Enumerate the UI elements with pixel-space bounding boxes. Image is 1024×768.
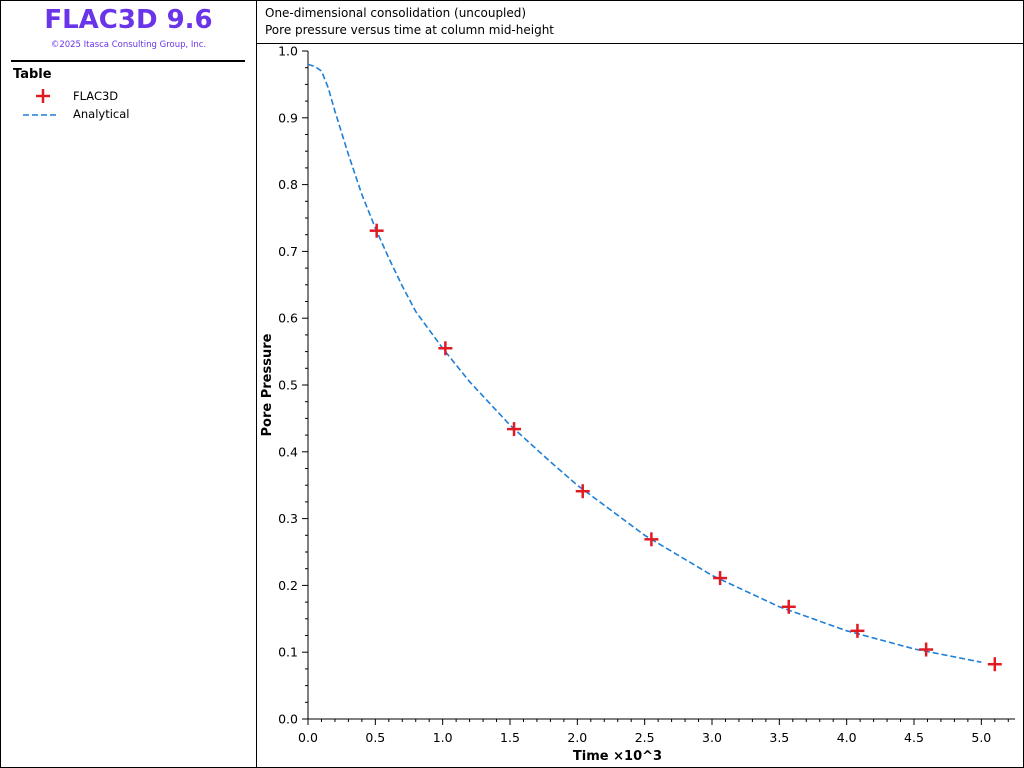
y-tick-label: 1.0 bbox=[278, 44, 298, 59]
y-tick-label: 0.8 bbox=[278, 177, 298, 192]
x-tick-label: 0.5 bbox=[365, 730, 385, 745]
x-tick-label: 2.5 bbox=[635, 730, 655, 745]
y-tick-label: 0.7 bbox=[278, 244, 298, 259]
y-tick-label: 0.0 bbox=[278, 712, 298, 727]
copyright-text: ©2025 Itasca Consulting Group, Inc. bbox=[50, 40, 207, 50]
plot-title-line1: One-dimensional consolidation (uncoupled… bbox=[265, 6, 527, 20]
flac3d-data-point bbox=[575, 484, 590, 499]
y-tick-label: 0.2 bbox=[278, 578, 298, 593]
axes bbox=[307, 51, 1015, 720]
y-tick-label: 0.9 bbox=[278, 110, 298, 125]
flac3d-data-point bbox=[713, 571, 728, 586]
x-tick-label: 1.5 bbox=[500, 730, 520, 745]
plot-title-line2: Pore pressure versus time at column mid-… bbox=[265, 23, 555, 37]
x-tick-label: 1.0 bbox=[433, 730, 453, 745]
flac3d-data-point bbox=[919, 642, 934, 657]
y-tick-label: 0.1 bbox=[278, 645, 298, 660]
flac3d-data-point bbox=[781, 599, 796, 614]
x-tick-label: 3.0 bbox=[702, 730, 722, 745]
pore-pressure-chart: 0.0 0.1 0.2 0.3 0.4 0.5 0.6 0.7 0.8 0.9 1.0 0.0 0.5 1… bbox=[260, 44, 1015, 764]
analytical-series-line bbox=[307, 63, 982, 663]
y-tick-label: 0.4 bbox=[278, 444, 298, 459]
flac3d-data-point bbox=[369, 223, 384, 238]
flac3d-data-point bbox=[438, 341, 453, 356]
y-tick-label: 0.3 bbox=[278, 511, 298, 526]
x-tick-label: 4.0 bbox=[837, 730, 857, 745]
flac3d-data-point bbox=[850, 623, 865, 638]
legend-heading: Table bbox=[13, 67, 52, 82]
dashed-line-icon bbox=[23, 114, 59, 116]
title-divider bbox=[11, 60, 245, 62]
plus-marker-icon bbox=[36, 89, 50, 103]
app-title: FLAC3D 9.6 bbox=[44, 5, 213, 35]
y-tick-label: 0.5 bbox=[278, 378, 298, 393]
legend-item-label: Analytical bbox=[73, 107, 130, 121]
flac3d-data-point bbox=[507, 422, 522, 437]
flac3d-data-point bbox=[644, 532, 659, 547]
x-tick-label: 3.5 bbox=[769, 730, 789, 745]
legend-item-label: FLAC3D bbox=[73, 89, 119, 103]
x-tick-label: 0.0 bbox=[298, 730, 318, 745]
axis-ticks: 0.0 0.1 0.2 0.3 0.4 0.5 0.6 0.7 0.8 0.9 1.0 0.0 0.5 1… bbox=[278, 44, 1009, 745]
legend-panel: FLAC3D 9.6 ©2025 Itasca Consulting Group… bbox=[1, 1, 257, 767]
flac3d-data-point bbox=[987, 657, 1002, 672]
plot-header: One-dimensional consolidation (uncoupled… bbox=[257, 1, 1023, 44]
y-axis-title: Pore Pressure bbox=[260, 333, 275, 436]
series bbox=[307, 63, 1002, 672]
x-axis-title: Time ×10^3 bbox=[573, 749, 662, 764]
x-tick-label: 5.0 bbox=[971, 730, 991, 745]
x-tick-label: 2.0 bbox=[567, 730, 587, 745]
y-tick-label: 0.6 bbox=[278, 311, 298, 326]
x-tick-label: 4.5 bbox=[904, 730, 924, 745]
